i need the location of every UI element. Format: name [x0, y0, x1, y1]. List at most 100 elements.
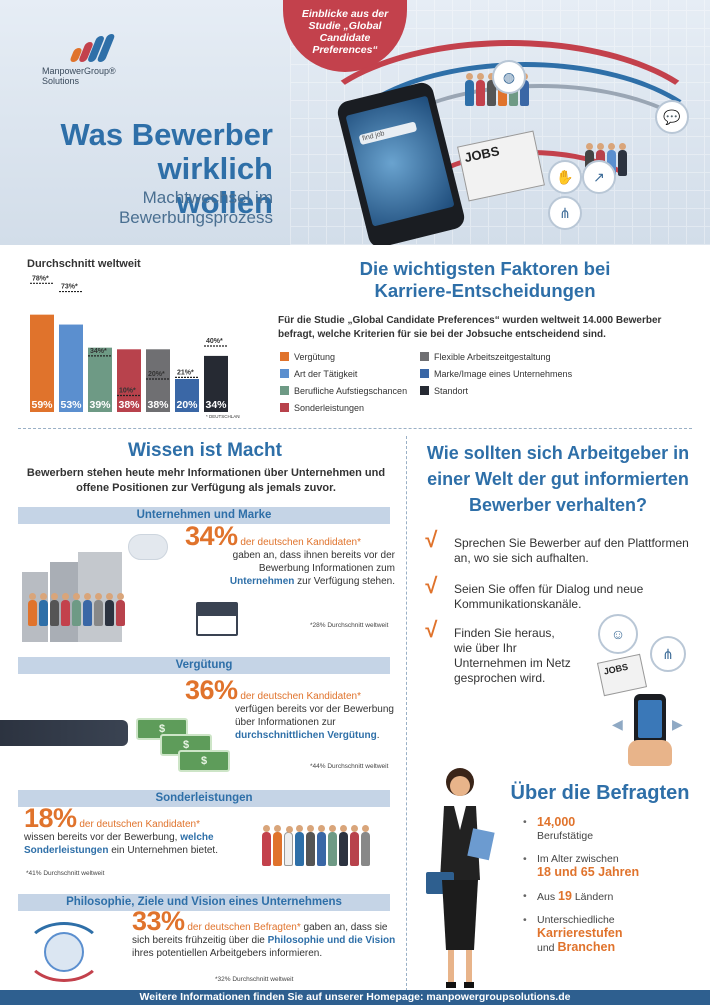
factors-heading-line1: Die wichtigsten Faktoren bei [359, 258, 611, 279]
chat-icon: 💬 [655, 100, 689, 134]
chart-bar [175, 379, 199, 412]
team-icon: ☺ [598, 614, 638, 654]
fact-text: Ländern [574, 891, 614, 903]
checkmark-icon: √ [424, 527, 437, 552]
cloud-icon [128, 534, 168, 560]
chart-note: * DEUTSCHLAND [206, 414, 240, 419]
chart-bar [88, 347, 112, 412]
stat-text-end: . [376, 730, 380, 741]
worldwide-label: 78%* [32, 275, 49, 282]
stat-verguetung: 36% der deutschen Kandidaten* verfügen b… [185, 677, 395, 742]
checkmark-icon: √ [424, 617, 437, 642]
stat-lead: der deutschen Kandidaten* [240, 691, 361, 702]
factors-heading: Die wichtigsten Faktoren bei Karriere-En… [280, 258, 690, 302]
chart-title: Durchschnitt weltweit [27, 258, 141, 270]
tip-text: Seien Sie offen für Dialog und neue Komm… [454, 582, 644, 611]
stat-unternehmen: 34% der deutschen Kandidaten* gaben an, … [185, 523, 395, 588]
bar-value-label: 59% [31, 399, 53, 411]
respondents-heading: Über die Befragten [510, 782, 690, 804]
chart-legend: Vergütung Art der Tätigkeit Berufliche Auf… [280, 352, 573, 413]
footer-link[interactable]: Weitere Informationen finden Sie auf uns… [0, 990, 710, 1005]
fact-highlight: Karrierestufen [537, 926, 623, 940]
fact-text: und [537, 942, 555, 954]
newspaper-jobs-icon: JOBS [596, 653, 648, 697]
legend-swatch [280, 386, 289, 395]
stat-lead: der deutschen Befragten* [187, 922, 301, 933]
bar-value-label: 34% [205, 399, 227, 411]
legend-swatch [280, 403, 289, 412]
chart-bar [30, 314, 54, 412]
chart-icon: ↗ [582, 160, 616, 194]
band-verguetung: Vergütung [18, 657, 390, 674]
fact-item: Unterschiedliche Karrierestufen und Bran… [523, 914, 703, 955]
band-unternehmen-marke: Unternehmen und Marke [18, 507, 390, 524]
phone-search-field: find job [358, 121, 418, 146]
chart-bar [117, 349, 141, 412]
stat-note: *32% Durchschnitt weltweit [215, 976, 294, 983]
fact-highlight: Branchen [557, 940, 616, 954]
manpowergroup-logo[interactable]: ManpowerGroup® Solutions [42, 34, 162, 86]
legend-swatch [420, 369, 429, 378]
page-subtitle-line2: Bewerbungsprozess [118, 208, 273, 227]
fact-text: Berufstätige [537, 830, 594, 842]
tip-text: Finden Sie heraus, wie über Ihr Unterneh… [454, 626, 571, 685]
legend-swatch [280, 369, 289, 378]
legend-label: Art der Tätigkeit [294, 369, 358, 379]
fact-text: Unterschiedliche [537, 914, 615, 926]
bar-value-label: 53% [60, 399, 82, 411]
globe-swirl-icon [24, 922, 104, 982]
employer-heading: Wie sollten sich Arbeitgeber in einer We… [426, 443, 690, 515]
globe-icon: ◍ [492, 60, 526, 94]
fact-text: Aus [537, 891, 556, 903]
band-philosophie: Philosophie, Ziele und Vision eines Unte… [18, 894, 390, 911]
stat-text: wissen bereits vor der Bewerbung, [24, 832, 178, 843]
stat-text: gaben an, dass ihnen bereits vor der Bew… [232, 550, 395, 574]
section-divider [18, 428, 692, 429]
stat-text-end: ein Unternehmen bietet. [111, 845, 218, 856]
factors-bar-chart: 78%* 59% 73%* 53% 34%* 39% 10%* 38% 20%* 38% 21%* 2… [30, 275, 240, 419]
chart-bar [59, 324, 83, 412]
bar-value-label: 38% [147, 399, 169, 411]
page-subtitle-line1: Machtwechsel im [142, 188, 273, 207]
stat-highlight: Unternehmen [229, 576, 295, 587]
network-nodes-icon: ⋔ [650, 636, 686, 672]
page-title-line2: wirklich wollen [157, 151, 273, 220]
fact-item: Aus 19 Ländern [523, 890, 703, 904]
stat-number: 33% [132, 906, 185, 936]
stat-text: verfügen bereits vor der Bewerbung über … [235, 704, 394, 728]
bar-value-label: 20% [176, 399, 198, 411]
arrow-right-icon: ▶ [672, 716, 683, 732]
worldwide-label: 34%* [90, 348, 107, 355]
stat-text-end: zur Verfügung stehen. [297, 576, 395, 587]
column-divider [406, 436, 407, 991]
stat-number: 36% [185, 675, 238, 705]
worldwide-label: 73%* [61, 284, 78, 291]
logo-text-line2: Solutions [42, 76, 80, 86]
swoosh-arc-gray [360, 84, 710, 245]
fact-item: Im Alter zwischen 18 und 65 Jahren [523, 853, 703, 880]
legend-label: Berufliche Aufstiegschancen [294, 386, 407, 396]
stat-sonderleistungen: 18% der deutschen Kandidaten* wissen ber… [24, 805, 259, 857]
logo-mark-icon [42, 34, 162, 62]
legend-label: Sonderleistungen [294, 403, 364, 413]
page-subtitle: Machtwechsel im Bewerbungsprozess [55, 188, 273, 228]
worldwide-label: 21%* [177, 369, 194, 376]
tip-item: √ Sprechen Sie Bewerber auf den Plattfor… [424, 529, 694, 566]
stat-lead: der deutschen Kandidaten* [79, 819, 200, 830]
businesswoman-icon [426, 768, 495, 988]
chart-bar [204, 355, 228, 412]
arrow-left-icon: ◀ [612, 716, 623, 732]
stat-note: *44% Durchschnitt weltweit [310, 763, 389, 770]
arm-icon [0, 720, 128, 746]
worldwide-label: 20%* [148, 371, 165, 378]
legend-label: Vergütung [294, 352, 335, 362]
stat-highlight: durchschnittlichen Vergütung [235, 730, 377, 741]
bar-value-label: 39% [89, 399, 111, 411]
worldwide-label: 40%* [206, 338, 223, 345]
chart-bar [146, 349, 170, 412]
stat-note: *41% Durchschnitt weltweit [26, 870, 105, 877]
fact-text: Im Alter zwischen [537, 853, 619, 865]
stat-text-end: ihres potentiellen Arbeitgebers informie… [132, 948, 323, 959]
tip-item: √ Finden Sie heraus, wie über Ihr Untern… [424, 619, 574, 686]
employees-icon [262, 825, 370, 866]
